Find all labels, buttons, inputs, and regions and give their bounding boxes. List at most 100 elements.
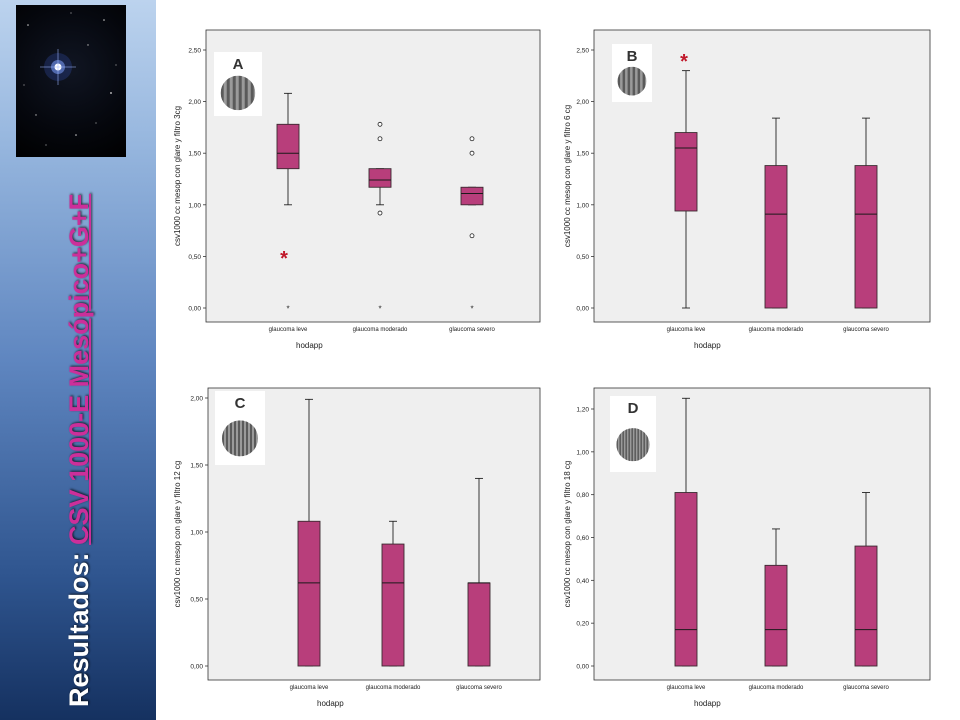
grating-stripe xyxy=(250,420,252,457)
grating-stripe xyxy=(250,75,254,111)
grating-stripe xyxy=(242,420,244,457)
y-tick-label: 1,50 xyxy=(188,151,201,158)
y-tick-label: 1,00 xyxy=(576,449,589,456)
boxplot-svg-a: 0,00 0,50 1,00 1,50 2,00 2,50 csv1000 cc mesop… xyxy=(173,29,541,350)
grating-stripe xyxy=(642,66,646,96)
y-tick-label: 0,00 xyxy=(576,306,589,313)
y-tick-label: 0,20 xyxy=(576,621,589,628)
y-tick-label: 2,00 xyxy=(576,99,589,106)
panel-letter: D xyxy=(628,400,639,417)
box xyxy=(381,543,405,667)
grating-stripe xyxy=(622,428,624,462)
grating-stripe xyxy=(617,66,621,96)
x-axis-label: hodapp xyxy=(317,699,344,708)
y-tick-label: 1,50 xyxy=(190,463,203,470)
grating-stripe xyxy=(637,428,639,462)
category-label: glaucoma leve xyxy=(269,327,308,333)
significance-asterisk: * xyxy=(680,51,688,73)
y-tick-label: 1,00 xyxy=(188,202,201,209)
star-photo xyxy=(16,5,126,157)
grating-stripe xyxy=(222,420,224,457)
y-axis-label: csv1000 cc mesop con glare y filtro 6 cg xyxy=(563,105,572,247)
grating-stripe xyxy=(238,75,242,111)
y-tick-label: 0,50 xyxy=(188,254,201,261)
grating-stripe xyxy=(625,428,627,462)
panel-letter: B xyxy=(627,48,638,65)
box xyxy=(297,520,321,667)
category-label: glaucoma severo xyxy=(843,685,889,691)
grating-stripe xyxy=(631,428,633,462)
box xyxy=(460,186,484,206)
grating-stripes xyxy=(616,428,650,462)
grating-stripe xyxy=(234,420,236,457)
grating-stripe xyxy=(643,428,645,462)
box xyxy=(276,123,300,170)
grating-stripe xyxy=(220,75,224,111)
extreme-point: * xyxy=(286,305,289,314)
outlier-point xyxy=(377,210,383,216)
category-label: glaucoma moderado xyxy=(353,327,408,333)
y-tick-label: 2,50 xyxy=(576,48,589,55)
y-tick-label: 0,00 xyxy=(188,306,201,313)
chart-panel-d: 0,00 0,20 0,40 0,60 0,80 1,00 1,20 csv1000 cc m… xyxy=(560,380,940,710)
y-tick-label: 2,00 xyxy=(188,99,201,106)
category-label: glaucoma severo xyxy=(449,327,495,333)
y-axis-label: csv1000 cc mesop con glare y filtro 12 c… xyxy=(173,461,182,608)
y-tick-label: 1,00 xyxy=(190,530,203,537)
boxplot-svg-b: 0,00 0,50 1,00 1,50 2,00 2,50 csv1000 cc mesop… xyxy=(563,29,931,350)
category-label: glaucoma leve xyxy=(667,327,706,333)
grating-stripe xyxy=(616,428,618,462)
panel-letter: C xyxy=(235,395,246,412)
outlier-point xyxy=(469,136,475,142)
grating-stripe xyxy=(627,66,631,96)
grating-stripe xyxy=(640,428,642,462)
grating-base xyxy=(220,75,256,111)
y-tick-label: 2,50 xyxy=(188,48,201,55)
y-tick-label: 1,20 xyxy=(576,407,589,414)
y-tick-label: 0,40 xyxy=(576,578,589,585)
y-tick-label: 0,00 xyxy=(576,664,589,671)
star-field-image xyxy=(23,12,117,146)
y-tick-label: 0,50 xyxy=(576,254,589,261)
y-tick-label: 2,00 xyxy=(190,396,203,403)
y-tick-label: 0,00 xyxy=(190,664,203,671)
grating-stripe xyxy=(628,428,630,462)
chart-panel-c: 0,00 0,50 1,00 1,50 2,00 csv1000 cc mesop con… xyxy=(170,380,550,710)
grating-stripe xyxy=(622,66,626,96)
significance-asterisk: * xyxy=(280,248,288,270)
grating-stripe xyxy=(232,75,236,111)
x-axis-label: hodapp xyxy=(694,341,721,350)
box xyxy=(674,492,698,667)
grating-stripes xyxy=(220,75,256,111)
chart-panel-b: 0,00 0,50 1,00 1,50 2,00 2,50 csv1000 cc mesop… xyxy=(560,22,940,352)
grating-stripe xyxy=(637,66,641,96)
box xyxy=(854,165,878,309)
outlier-point xyxy=(469,233,475,239)
y-tick-label: 0,80 xyxy=(576,492,589,499)
y-tick-label: 1,50 xyxy=(576,151,589,158)
category-label: glaucoma leve xyxy=(667,685,706,691)
category-label: glaucoma severo xyxy=(456,685,502,691)
grating-stripe xyxy=(646,428,648,462)
sidebar: Resultados: CSV 1000-E Mesópico+G+F xyxy=(0,0,156,720)
boxplot-svg-d: 0,00 0,20 0,40 0,60 0,80 1,00 1,20 csv1000 cc m… xyxy=(563,387,931,708)
grating-stripe xyxy=(619,428,621,462)
slide-title: Resultados: CSV 1000-E Mesópico+G+F xyxy=(64,194,95,707)
boxplot-svg-c: 0,00 0,50 1,00 1,50 2,00 csv1000 cc mesop con… xyxy=(173,387,541,708)
grating-base xyxy=(617,66,647,96)
y-tick-label: 0,60 xyxy=(576,535,589,542)
grating-stripe xyxy=(238,420,240,457)
category-label: glaucoma moderado xyxy=(749,327,804,333)
grating-stripe xyxy=(230,420,232,457)
panel-letter: A xyxy=(233,56,244,73)
grating-stripe xyxy=(649,428,650,462)
grating-stripe xyxy=(246,420,248,457)
box xyxy=(854,545,878,667)
y-tick-label: 1,00 xyxy=(576,202,589,209)
grating-stripe xyxy=(244,75,248,111)
category-label: glaucoma moderado xyxy=(749,685,804,691)
y-axis-label: csv1000 cc mesop con glare y filtro 18 c… xyxy=(563,461,572,608)
box xyxy=(674,132,698,212)
box xyxy=(764,564,788,667)
box xyxy=(368,168,392,188)
